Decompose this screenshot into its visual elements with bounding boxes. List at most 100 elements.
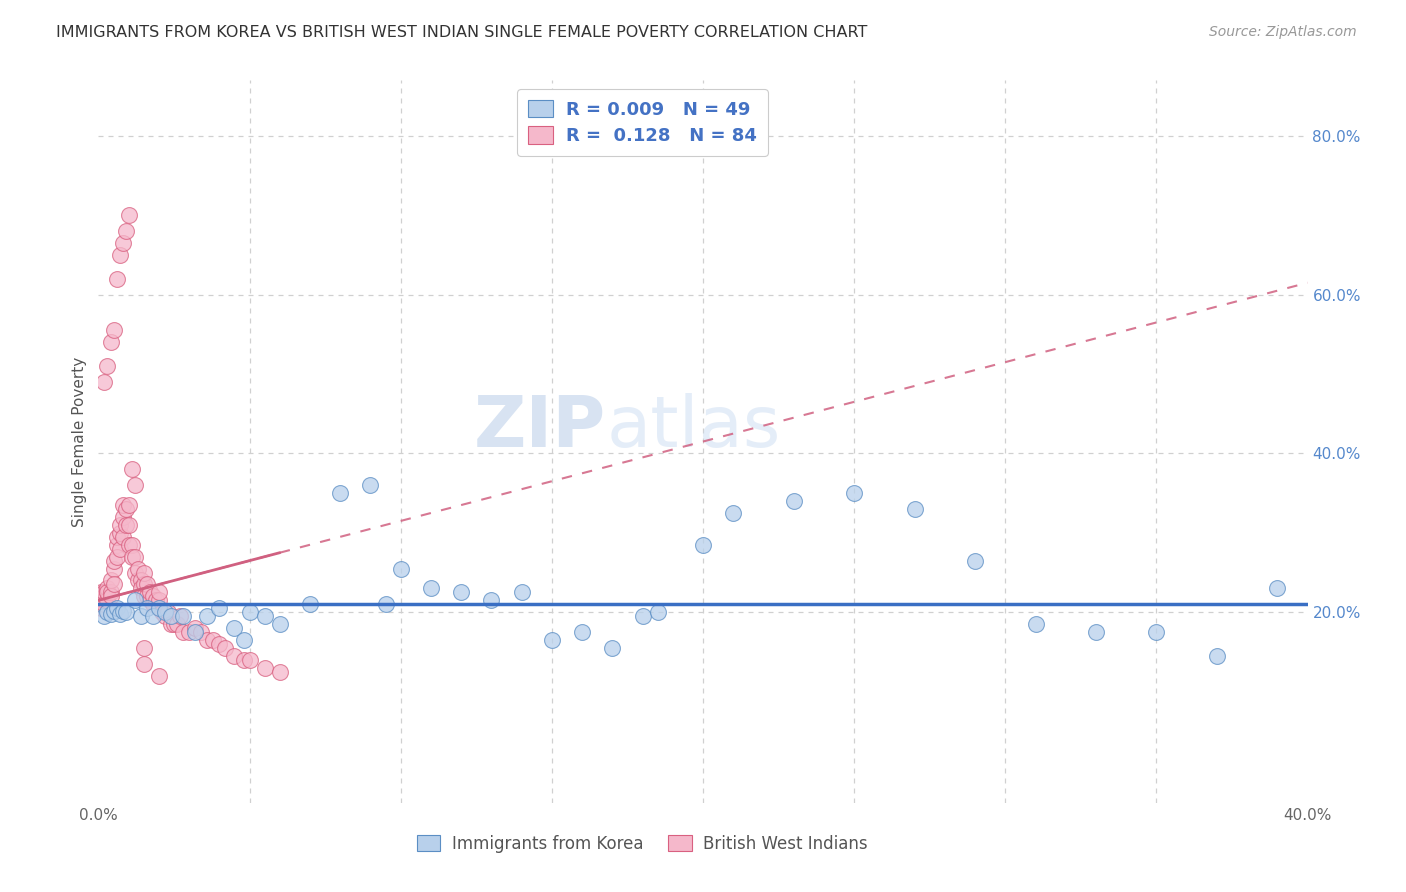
- Point: [90, 585, 112, 599]
- Point: [114, 502, 136, 516]
- Point: [100, 585, 122, 599]
- Point: [420, 582, 443, 596]
- Point: [142, 609, 165, 624]
- Point: [96, 582, 118, 596]
- Point: [1206, 648, 1229, 663]
- Point: [105, 601, 128, 615]
- Point: [93, 593, 115, 607]
- Point: [647, 605, 669, 619]
- Point: [135, 601, 157, 615]
- Point: [631, 609, 654, 624]
- Point: [135, 577, 157, 591]
- Point: [481, 593, 503, 607]
- Point: [172, 625, 194, 640]
- Point: [108, 517, 131, 532]
- Point: [103, 561, 125, 575]
- Point: [1267, 582, 1289, 596]
- Point: [121, 538, 143, 552]
- Point: [571, 625, 593, 640]
- Point: [90, 593, 112, 607]
- Text: IMMIGRANTS FROM KOREA VS BRITISH WEST INDIAN SINGLE FEMALE POVERTY CORRELATION C: IMMIGRANTS FROM KOREA VS BRITISH WEST IN…: [56, 25, 868, 40]
- Point: [111, 604, 134, 618]
- Point: [139, 585, 162, 599]
- Point: [208, 637, 231, 651]
- Point: [153, 605, 176, 619]
- Point: [1144, 625, 1167, 640]
- Point: [96, 585, 118, 599]
- Point: [148, 585, 170, 599]
- Point: [103, 577, 125, 591]
- Point: [148, 669, 170, 683]
- Point: [96, 605, 118, 619]
- Point: [156, 605, 179, 619]
- Point: [100, 607, 122, 621]
- Point: [108, 248, 131, 262]
- Point: [510, 585, 533, 599]
- Point: [124, 593, 146, 607]
- Point: [169, 609, 191, 624]
- Point: [232, 653, 254, 667]
- Point: [163, 617, 186, 632]
- Point: [96, 359, 118, 373]
- Text: Source: ZipAtlas.com: Source: ZipAtlas.com: [1209, 25, 1357, 39]
- Point: [195, 633, 218, 648]
- Point: [224, 648, 246, 663]
- Point: [105, 538, 128, 552]
- Point: [224, 621, 246, 635]
- Point: [132, 640, 155, 655]
- Point: [105, 530, 128, 544]
- Point: [783, 494, 806, 508]
- Point: [129, 574, 152, 588]
- Point: [232, 633, 254, 648]
- Text: atlas: atlas: [606, 392, 780, 461]
- Point: [100, 590, 122, 604]
- Point: [129, 609, 152, 624]
- Point: [114, 605, 136, 619]
- Point: [93, 585, 115, 599]
- Point: [179, 625, 201, 640]
- Point: [145, 593, 167, 607]
- Point: [132, 657, 155, 671]
- Point: [153, 609, 176, 624]
- Point: [93, 597, 115, 611]
- Y-axis label: Single Female Poverty: Single Female Poverty: [72, 357, 87, 526]
- Point: [148, 593, 170, 607]
- Point: [118, 208, 141, 222]
- Point: [132, 590, 155, 604]
- Point: [105, 272, 128, 286]
- Point: [269, 617, 291, 632]
- Point: [108, 525, 131, 540]
- Point: [124, 566, 146, 580]
- Point: [602, 640, 624, 655]
- Point: [111, 498, 134, 512]
- Point: [105, 549, 128, 564]
- Point: [142, 597, 165, 611]
- Point: [100, 574, 122, 588]
- Point: [111, 235, 134, 250]
- Point: [108, 541, 131, 556]
- Point: [540, 633, 562, 648]
- Point: [124, 549, 146, 564]
- Point: [103, 554, 125, 568]
- Point: [114, 224, 136, 238]
- Point: [135, 590, 157, 604]
- Point: [160, 609, 183, 624]
- Point: [129, 582, 152, 596]
- Point: [139, 593, 162, 607]
- Point: [253, 609, 276, 624]
- Point: [124, 478, 146, 492]
- Point: [360, 478, 382, 492]
- Point: [111, 530, 134, 544]
- Legend: Immigrants from Korea, British West Indians: Immigrants from Korea, British West Indi…: [411, 828, 875, 860]
- Point: [389, 561, 412, 575]
- Point: [114, 517, 136, 532]
- Point: [100, 335, 122, 350]
- Point: [90, 601, 112, 615]
- Point: [214, 640, 236, 655]
- Point: [172, 609, 194, 624]
- Point: [184, 621, 207, 635]
- Text: ZIP: ZIP: [474, 392, 606, 461]
- Point: [1024, 617, 1046, 632]
- Point: [253, 661, 276, 675]
- Point: [96, 593, 118, 607]
